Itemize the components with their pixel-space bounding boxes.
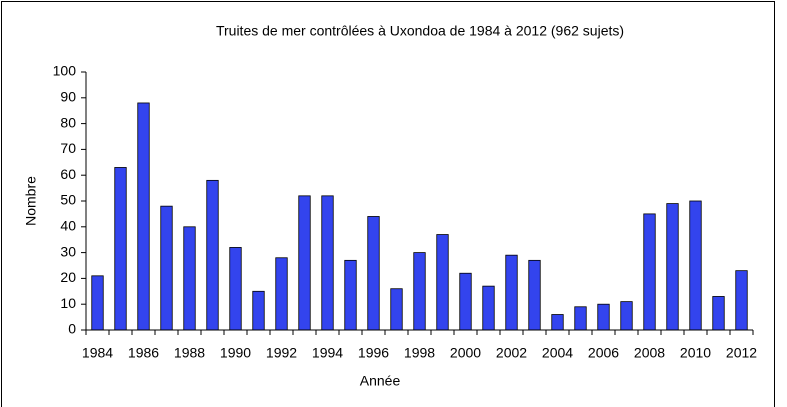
- x-tick-label: 1996: [358, 345, 389, 361]
- x-tick-label: 1988: [174, 345, 205, 361]
- bar: [574, 306, 587, 331]
- bar: [206, 179, 219, 331]
- bar: [689, 200, 702, 331]
- bar: [298, 195, 311, 331]
- y-tick-label: 60: [60, 166, 76, 182]
- bar: [183, 226, 196, 331]
- x-tick-label: 2000: [450, 345, 481, 361]
- x-axis-title: Année: [360, 373, 401, 389]
- bar: [436, 234, 449, 331]
- bar: [620, 301, 633, 331]
- x-tick-label: 2008: [634, 345, 665, 361]
- x-tick-label: 1990: [220, 345, 251, 361]
- bar: [643, 213, 656, 331]
- bar: [712, 296, 725, 331]
- bar: [735, 270, 748, 331]
- y-tick-label: 20: [60, 269, 76, 285]
- x-tick-label: 2002: [496, 345, 527, 361]
- bar: [390, 288, 403, 331]
- x-tick-label: 2004: [542, 345, 573, 361]
- y-tick-label: 0: [68, 321, 76, 337]
- x-tick-label: 2010: [680, 345, 711, 361]
- x-tick-label: 1992: [266, 345, 297, 361]
- bar: [413, 252, 426, 331]
- y-tick-label: 90: [60, 89, 76, 105]
- bar: [91, 275, 104, 331]
- bar: [551, 314, 564, 331]
- bar: [597, 303, 610, 331]
- bar: [275, 257, 288, 331]
- bar: [666, 203, 679, 331]
- bar: [459, 272, 472, 331]
- x-tick-label: 2006: [588, 345, 619, 361]
- y-tick-label: 100: [53, 63, 77, 79]
- x-tick-label: 1986: [128, 345, 159, 361]
- bar: [137, 102, 150, 331]
- x-tick-label: 1994: [312, 345, 343, 361]
- bar: [482, 285, 495, 331]
- y-tick-label: 40: [60, 218, 76, 234]
- y-tick-label: 30: [60, 243, 76, 259]
- bar: [367, 216, 380, 331]
- bar: [344, 259, 357, 331]
- x-tick-label: 2012: [726, 345, 757, 361]
- y-axis-title: Nombre: [23, 176, 39, 226]
- x-tick-label: 1998: [404, 345, 435, 361]
- bar: [114, 167, 127, 331]
- bar: [528, 259, 541, 331]
- bar: [321, 195, 334, 331]
- y-tick-label: 80: [60, 114, 76, 130]
- x-tick-label: 1984: [82, 345, 113, 361]
- bar: [252, 290, 265, 331]
- bar: [160, 205, 173, 331]
- y-tick-label: 10: [60, 295, 76, 311]
- chart-title: Truites de mer contrôlées à Uxondoa de 1…: [216, 23, 624, 39]
- bar: [505, 254, 518, 331]
- bar: [229, 247, 242, 331]
- y-tick-label: 70: [60, 140, 76, 156]
- y-tick-label: 50: [60, 192, 76, 208]
